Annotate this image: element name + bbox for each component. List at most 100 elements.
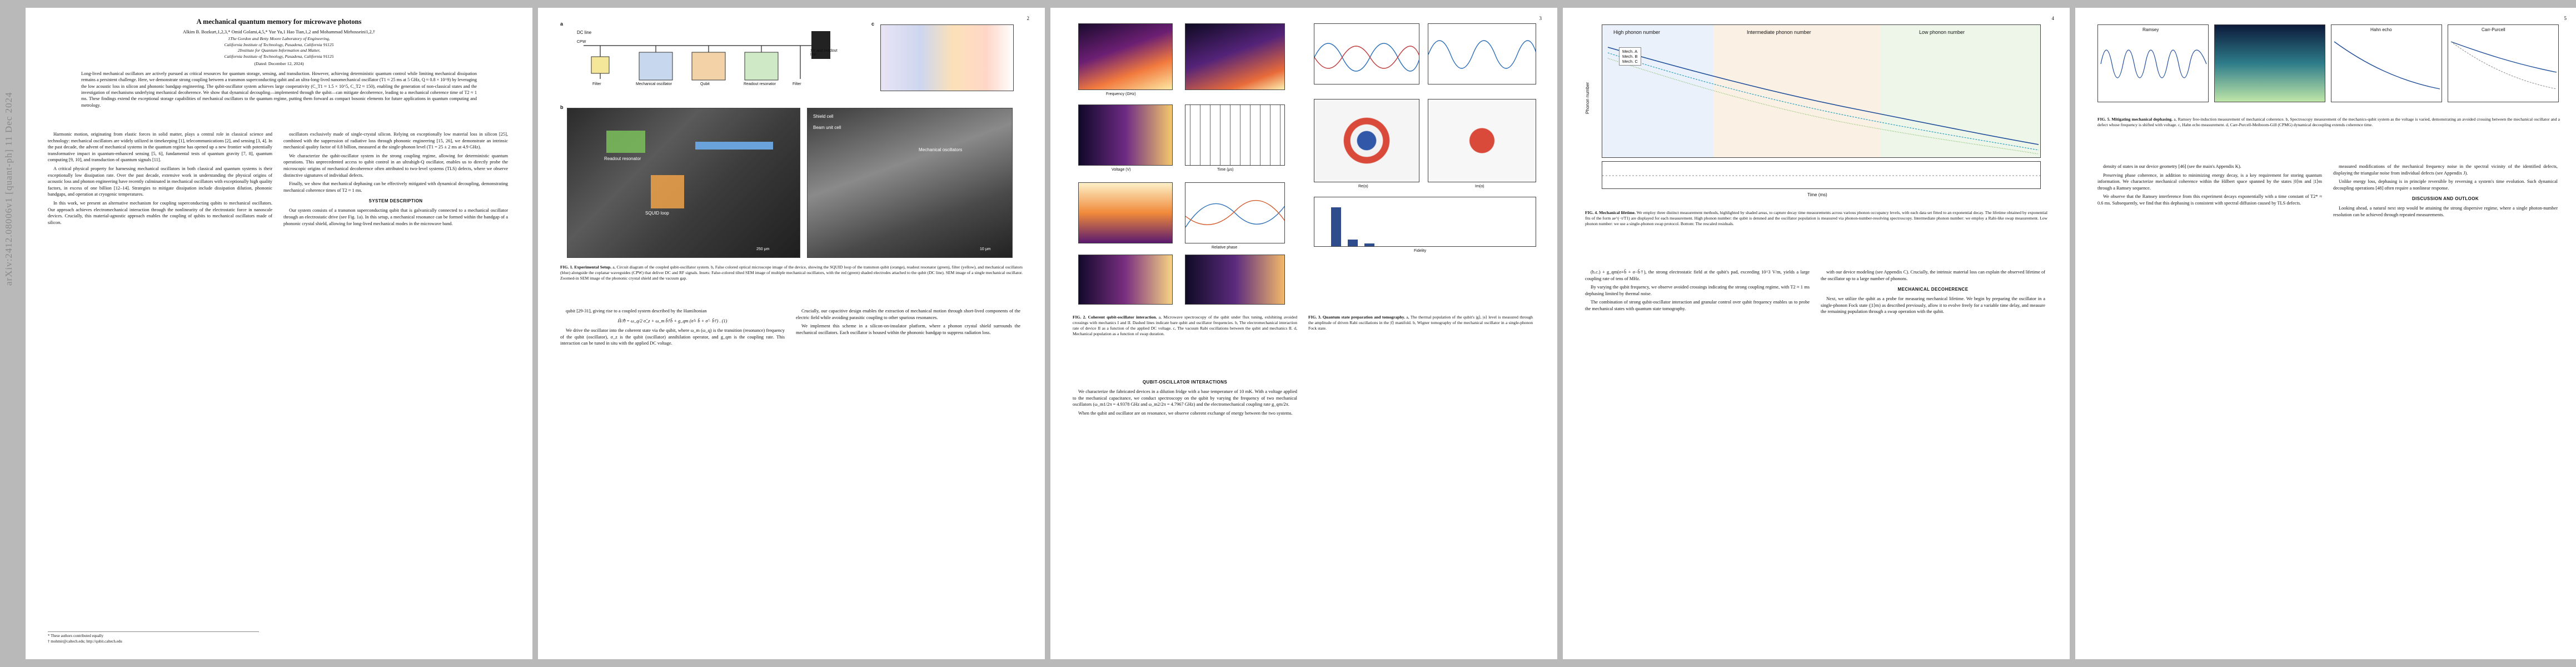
scale-bar-label: 250 μm	[756, 247, 770, 251]
body-paragraph: Looking ahead, a natural next step would…	[2333, 206, 2558, 217]
axis-label: Voltage (V)	[1112, 168, 1131, 172]
figure-2: Frequency (GHz) Voltage (V) Time (μs) Re…	[1067, 21, 1292, 310]
cpmg-panel: Carr-Purcell	[2448, 24, 2559, 102]
region-label: Intermediate phonon number	[1747, 29, 1811, 35]
caption-text: a, The thermal population of the qubit's…	[1308, 315, 1533, 331]
swap-map	[1078, 182, 1173, 243]
panel-title: Ramsey	[2142, 27, 2159, 32]
axis-label: Relative phase	[1212, 246, 1238, 250]
ramsey-panel: Ramsey	[2097, 24, 2209, 102]
sem-inset: Shield cell Beam unit cell Mechanical os…	[807, 108, 1013, 258]
phase-plot	[1185, 182, 1285, 243]
body-paragraph: We characterize the qubit-oscillator sys…	[283, 153, 508, 178]
thermal-population-plot	[1314, 23, 1419, 84]
wigner-tomography	[1314, 99, 1419, 182]
device-micrograph: Readout resonator SQUID loop 250 μm	[567, 108, 800, 258]
figure-4-caption: FIG. 4. Mechanical lifetime. We employ t…	[1585, 210, 2047, 227]
paper-page-5: 5 Ramsey Hahn echo Carr-Purcell FIG. 5. …	[2075, 8, 2576, 659]
sem-label: Mechanical oscillators	[919, 147, 963, 152]
circuit-label: XY and readout line	[810, 49, 838, 57]
legend-entry: Mech. A	[1622, 49, 1638, 54]
caption-lead: FIG. 1. Experimental Setup.	[560, 265, 612, 270]
circuit-label: CPW	[577, 40, 586, 44]
axis-label: Time (μs)	[1217, 168, 1234, 172]
spectroscopy-heatmap	[1078, 23, 1173, 90]
circuit-label: Mechanical oscillator	[636, 82, 672, 86]
avoided-crossing-map	[2214, 24, 2325, 102]
residuals-plot	[1602, 161, 2041, 189]
caption-text: We employ three distinct measurement met…	[1585, 210, 2047, 227]
figure-1-caption: FIG. 1. Experimental Setup. a, Circuit d…	[560, 265, 1023, 281]
footnotes: * These authors contributed equally † mo…	[48, 631, 259, 645]
spectroscopy-heatmap	[1185, 23, 1285, 90]
panel-label: a	[560, 21, 564, 27]
hahn-echo-panel: Hahn echo	[2331, 24, 2442, 102]
region-label: Low phonon number	[1919, 29, 1965, 35]
body-paragraph: We implement this scheme in a silicon-on…	[796, 323, 1020, 335]
body-paragraph: We drive the oscillator into the coheren…	[560, 328, 785, 346]
body-paragraph: Finally, we show that mechanical dephasi…	[283, 181, 508, 193]
paper-page-4: 4 High phonon number Intermediate phonon…	[1563, 8, 2070, 659]
arxiv-identifier: arXiv:2412.08006v1 [quant-ph] 11 Dec 202…	[3, 92, 14, 286]
mechanical-mode-plot	[880, 24, 1014, 91]
axis-label: Time (ms)	[1807, 192, 1827, 197]
body-paragraph: density of states in our device geometry…	[2103, 164, 2241, 169]
page-number: 5	[2564, 16, 2567, 21]
circuit-diagram	[584, 31, 830, 81]
paper-title: A mechanical quantum memory for microwav…	[196, 18, 362, 26]
axis-label: Phonon number	[1585, 82, 1590, 114]
date-line: (Dated: December 12, 2024)	[254, 61, 304, 67]
rabi-plot	[1428, 23, 1536, 84]
paper-page-2: 2 a DC line CPW Filter Mechanical oscill…	[538, 8, 1045, 659]
wigner-tomography	[1428, 99, 1536, 182]
frequency-map	[1185, 255, 1285, 305]
micrograph-label: Readout resonator	[604, 156, 641, 161]
panel-title: Hahn echo	[2370, 27, 2392, 32]
affiliation-line: 1The Gordon and Betty Moore Laboratory o…	[228, 36, 330, 41]
axis-label: Frequency (GHz)	[1106, 92, 1136, 96]
figure-1: a DC line CPW Filter Mechanical oscillat…	[560, 21, 1023, 260]
panel-label: b	[560, 104, 564, 110]
body-paragraph: (h.c.) + g_qm(σ+b̂ + σ−b̂†), the strong …	[1585, 270, 1810, 281]
figure-5: Ramsey Hahn echo Carr-Purcell	[2097, 21, 2560, 110]
circuit-label: Filter	[592, 82, 601, 86]
page-number: 2	[1027, 16, 1030, 21]
legend-entry: Mech. C	[1622, 59, 1638, 64]
paper-page-1: A mechanical quantum memory for microwav…	[26, 8, 532, 659]
paper-page-3: 3 Frequency (GHz) Voltage (V) Time (μs) …	[1050, 8, 1557, 659]
circuit-label: Readout resonator	[744, 82, 776, 86]
body-paragraph: Crucially, our capacitive design enables…	[796, 308, 1020, 320]
caption-text: a, Microwave spectroscopy of the qubit u…	[1073, 315, 1297, 337]
lifetime-plot: High phonon number Intermediate phonon n…	[1602, 24, 2041, 158]
hamiltonian-equation: Ĥ/ℏ = ω_q/2 σ̂_z + ω_m b̂†b̂ + g_qm (σ̂+…	[617, 318, 728, 323]
frequency-map	[1078, 255, 1173, 305]
caption-lead: FIG. 2. Coherent qubit-oscillator intera…	[1073, 315, 1157, 320]
section-heading: DISCUSSION AND OUTLOOK	[2411, 196, 2479, 202]
body-paragraph: measured modifications of the mechanical…	[2333, 164, 2558, 176]
figure-2-caption: FIG. 2. Coherent qubit-oscillator intera…	[1073, 315, 1297, 337]
caption-text: a, Circuit diagram of the coupled qubit-…	[560, 265, 1023, 281]
figure-4: High phonon number Intermediate phonon n…	[1585, 21, 2047, 205]
body-paragraph: Unlike energy loss, dephasing is in prin…	[2333, 179, 2558, 191]
footnote: † mohmir@caltech.edu; http://qubit.calte…	[48, 639, 122, 644]
fock-distribution-bars	[1314, 197, 1536, 247]
body-paragraph: By varying the qubit frequency, we obser…	[1585, 285, 1810, 296]
body-paragraph: qubit [29-31], giving rise to a coupled …	[566, 308, 707, 313]
rabi-oscillation-plot	[1185, 104, 1285, 166]
body-paragraph: Next, we utilize the qubit as a probe fo…	[1821, 296, 2045, 315]
footnote: * These authors contributed equally	[48, 634, 104, 639]
micrograph-label: SQUID loop	[645, 211, 669, 216]
body-paragraph: Preserving phase coherence, in addition …	[2097, 172, 2322, 191]
circuit-label: DC line	[577, 30, 592, 35]
region-label: High phonon number	[1613, 29, 1661, 35]
intro-paragraph: A critical physical property for harness…	[48, 166, 272, 197]
affiliation-line: California Institute of Technology, Pasa…	[224, 53, 334, 59]
body-paragraph: We observe that the Ramsey interference …	[2097, 194, 2322, 206]
axis-label: Re(α)	[1358, 185, 1368, 188]
figure-3-caption: FIG. 3. Quantum state preparation and to…	[1308, 315, 1533, 331]
legend-entry: Mech. B	[1622, 54, 1638, 59]
body-paragraph: The combination of strong qubit-oscillat…	[1585, 300, 1810, 311]
intro-paragraph: In this work, we present an alternative …	[48, 200, 272, 225]
body-paragraph: We characterize the fabricated devices i…	[1073, 389, 1297, 407]
section-heading: QUBIT-OSCILLATOR INTERACTIONS	[1142, 380, 1228, 385]
